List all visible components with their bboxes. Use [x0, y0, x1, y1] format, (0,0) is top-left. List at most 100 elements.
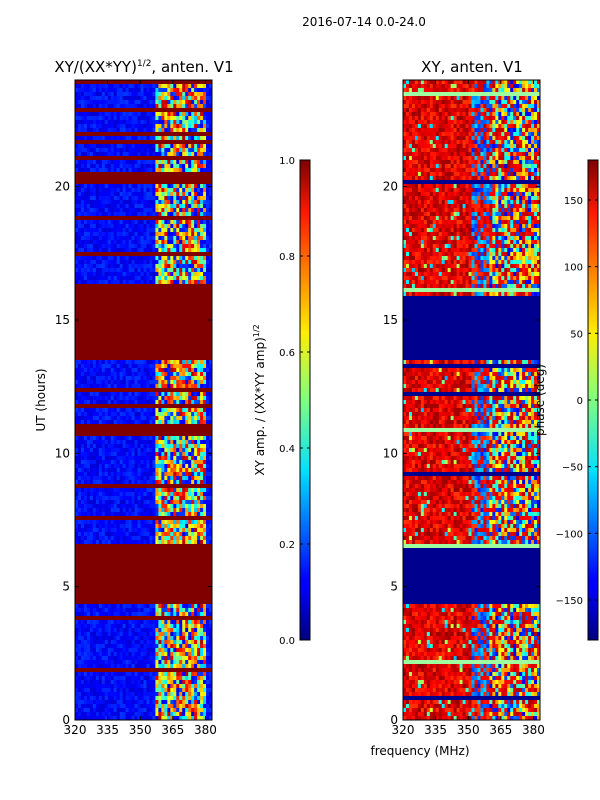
amplitude-cell — [92, 200, 97, 205]
amplitude-cell — [89, 276, 94, 281]
amplitude-cell — [110, 632, 115, 637]
amplitude-cell — [107, 604, 112, 609]
amplitude-cell — [110, 612, 115, 617]
amplitude-cell — [134, 272, 138, 277]
amplitude-cell — [125, 248, 129, 253]
amplitude-cell — [80, 488, 85, 493]
amplitude-cell — [203, 148, 207, 153]
amplitude-cell — [75, 184, 79, 189]
amplitude-cell — [134, 400, 138, 405]
amplitude-cell — [170, 700, 174, 705]
amplitude-cell — [116, 696, 120, 701]
amplitude-cell — [206, 640, 210, 645]
amplitude-cell — [92, 228, 97, 233]
amplitude-cell — [86, 196, 91, 201]
amplitude-saturated-row — [75, 340, 212, 345]
amplitude-cell — [122, 508, 126, 513]
amplitude-cell — [182, 476, 186, 481]
amplitude-cell — [170, 400, 174, 405]
amplitude-cell — [158, 92, 162, 97]
amplitude-cell — [98, 476, 103, 481]
amplitude-cell — [128, 460, 132, 465]
amplitude-cell — [182, 464, 186, 469]
amplitude-cell — [107, 508, 112, 513]
amplitude-cell — [92, 440, 97, 445]
amplitude-cell — [104, 660, 109, 665]
amplitude-cell — [179, 512, 183, 517]
amplitude-cell — [122, 224, 126, 229]
amplitude-cell — [164, 456, 168, 461]
amplitude-cell — [209, 440, 212, 445]
amplitude-cell — [146, 528, 150, 533]
amplitude-cell — [161, 676, 165, 681]
amplitude-cell — [161, 520, 165, 525]
amplitude-cell — [89, 612, 94, 617]
amplitude-cell — [86, 448, 91, 453]
amplitude-cell — [149, 100, 153, 105]
amplitude-cell — [101, 236, 106, 241]
amplitude-cell — [125, 688, 129, 693]
amplitude-cell — [176, 456, 180, 461]
amplitude-cell — [104, 164, 109, 169]
amplitude-cell — [98, 84, 103, 89]
amplitude-cell — [75, 256, 79, 261]
amplitude-cell — [75, 400, 79, 405]
amplitude-cell — [161, 84, 165, 89]
amplitude-cell — [149, 228, 153, 233]
amplitude-cell — [95, 372, 100, 377]
amplitude-cell — [80, 192, 85, 197]
amplitude-cell — [107, 88, 112, 93]
amplitude-cell — [128, 408, 132, 413]
amplitude-cell — [143, 680, 147, 685]
amplitude-cell — [164, 220, 168, 225]
amplitude-cell — [209, 116, 212, 121]
amplitude-cell — [137, 620, 141, 625]
amplitude-cell — [146, 200, 150, 205]
amplitude-cell — [137, 232, 141, 237]
amplitude-cell — [206, 660, 210, 665]
amplitude-cell — [182, 692, 186, 697]
amplitude-cell — [119, 704, 123, 709]
amplitude-cell — [203, 228, 207, 233]
amplitude-cell — [182, 260, 186, 265]
amplitude-cell — [110, 384, 115, 389]
amplitude-cell — [92, 508, 97, 513]
amplitude-cell — [122, 148, 126, 153]
amplitude-cell — [152, 136, 156, 141]
amplitude-cell — [83, 508, 88, 513]
amplitude-cell — [131, 260, 135, 265]
amplitude-cell — [206, 380, 210, 385]
amplitude-cell — [182, 608, 186, 613]
amplitude-cell — [134, 496, 138, 501]
amplitude-cell — [128, 708, 132, 713]
amplitude-cell — [173, 412, 177, 417]
amplitude-cell — [188, 656, 192, 661]
amplitude-cell — [173, 644, 177, 649]
amplitude-cell — [155, 272, 159, 277]
amplitude-cell — [116, 104, 120, 109]
amplitude-cell — [125, 692, 129, 697]
amplitude-cell — [95, 364, 100, 369]
amplitude-cell — [140, 612, 144, 617]
amplitude-cell — [170, 532, 174, 537]
amplitude-cell — [140, 400, 144, 405]
amplitude-cell — [98, 196, 103, 201]
amplitude-cell — [131, 148, 135, 153]
amplitude-cell — [155, 700, 159, 705]
amplitude-cell — [170, 232, 174, 237]
amplitude-cell — [104, 208, 109, 213]
amplitude-cell — [75, 92, 79, 97]
amplitude-cell — [185, 204, 189, 209]
amplitude-cell — [203, 644, 207, 649]
amplitude-cell — [164, 168, 168, 173]
amplitude-cell — [161, 204, 165, 209]
amplitude-cell — [167, 660, 171, 665]
amplitude-cell — [113, 192, 117, 197]
amplitude-cell — [146, 708, 150, 713]
amplitude-cell — [92, 240, 97, 245]
amplitude-cell — [170, 364, 174, 369]
amplitude-cell — [83, 692, 88, 697]
amplitude-cell — [83, 236, 88, 241]
amplitude-cell — [146, 96, 150, 101]
amplitude-cell — [116, 632, 120, 637]
